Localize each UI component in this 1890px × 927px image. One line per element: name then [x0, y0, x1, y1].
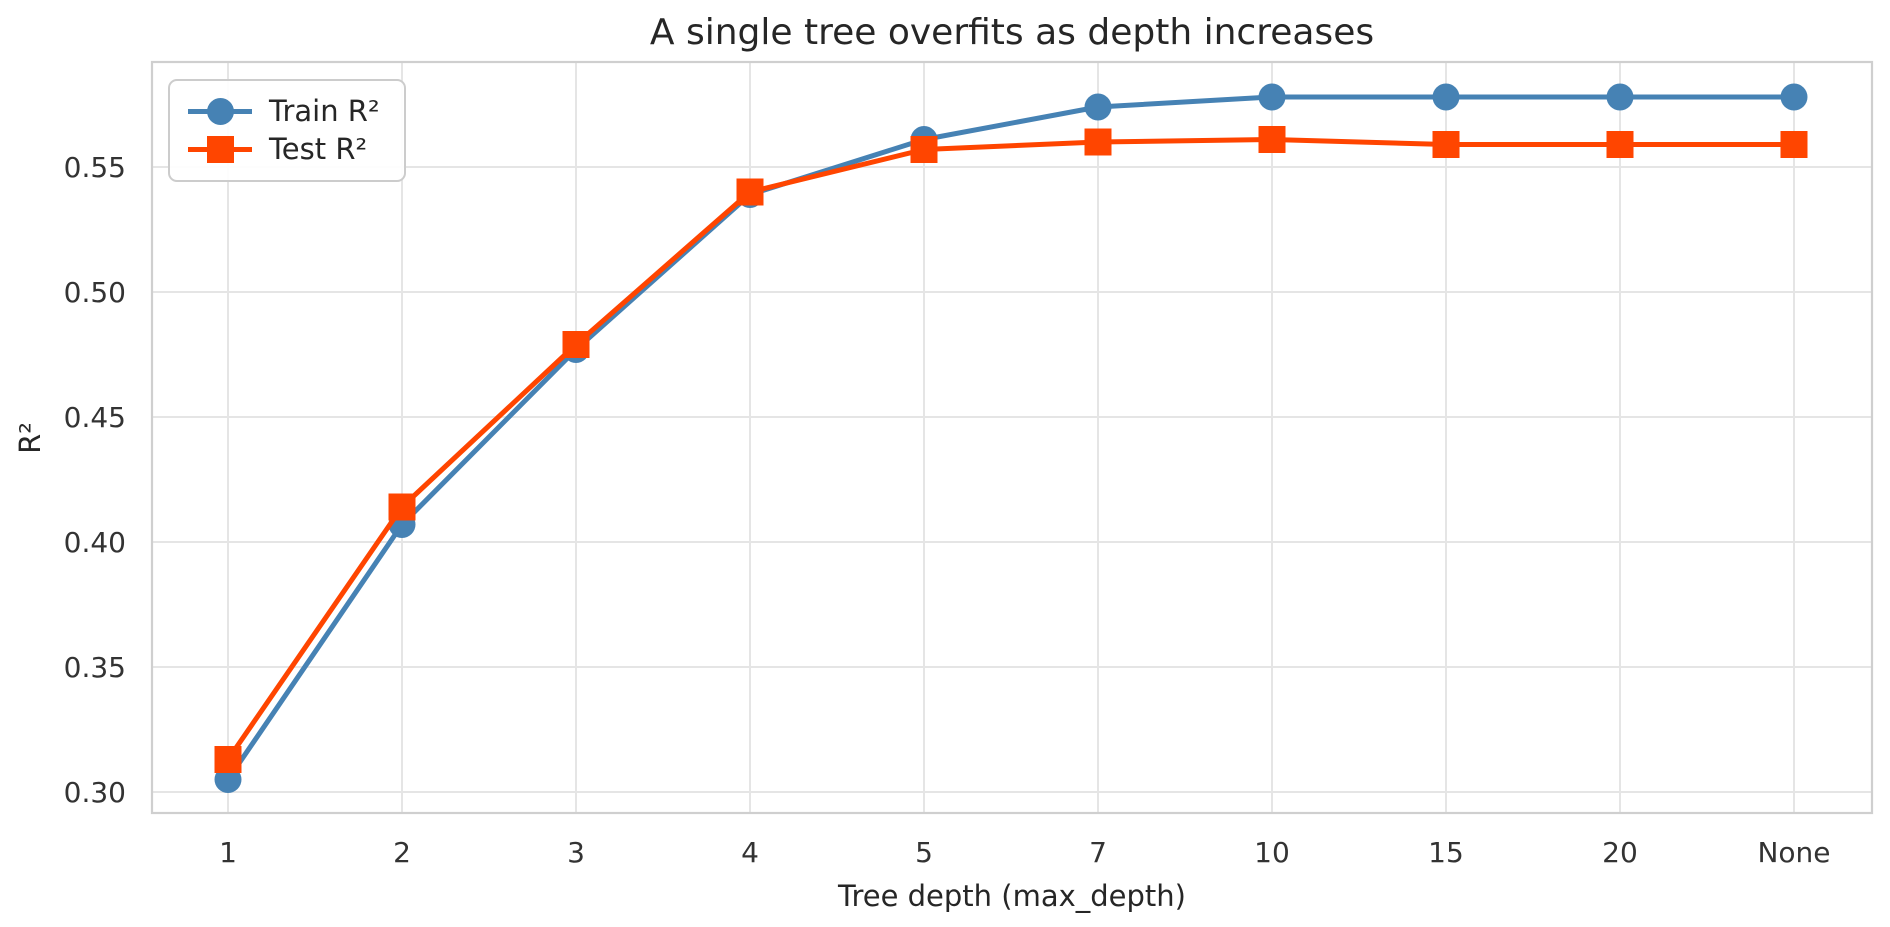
x-tick-label: 3 [567, 836, 585, 869]
data-series [214, 83, 1808, 793]
test-r-line [225, 137, 1794, 761]
train-r-marker [1432, 83, 1460, 111]
x-tick-label: 10 [1254, 836, 1290, 869]
train-r-marker [1258, 83, 1286, 111]
test-r-marker [736, 178, 764, 206]
x-tick-label: 5 [915, 836, 933, 869]
x-axis-label: Tree depth (max_depth) [837, 879, 1186, 913]
x-tick-label: 1 [219, 836, 237, 869]
legend-item-train: Train R² [188, 93, 386, 128]
y-axis-label: R² [13, 422, 47, 454]
plot-border [150, 60, 1874, 815]
x-tick-label: 20 [1602, 836, 1638, 869]
y-tick-label: 0.35 [64, 651, 126, 684]
train-circle-marker-icon [206, 97, 234, 125]
x-tick-label: 7 [1089, 836, 1107, 869]
x-tick-label: 4 [741, 836, 759, 869]
x-tick-label: 15 [1428, 836, 1464, 869]
train-r-line [225, 94, 1794, 781]
test-r-marker [1084, 128, 1112, 156]
legend-label-test: Test R² [269, 132, 368, 167]
train-line-swatch [188, 97, 252, 125]
test-r-marker [388, 493, 416, 521]
test-line-swatch [188, 136, 252, 164]
train-r-marker [1084, 93, 1112, 121]
x-tick-labels: 1 2 3 4 5 7 10 15 20 None [219, 836, 1830, 869]
train-r-marker [1606, 83, 1634, 111]
test-r-marker [214, 746, 242, 773]
gridlines [152, 62, 1872, 813]
legend-label-train: Train R² [269, 93, 380, 128]
y-tick-label: 0.40 [64, 526, 126, 559]
chart-title: A single tree overfits as depth increase… [650, 12, 1374, 53]
y-tick-label: 0.45 [64, 401, 126, 434]
y-tick-label: 0.50 [64, 276, 126, 309]
legend-item-test: Test R² [188, 135, 386, 164]
test-r-marker [1258, 126, 1286, 153]
train-r-marker [1780, 83, 1808, 111]
test-square-marker-icon [206, 136, 234, 164]
test-r-marker [1780, 131, 1808, 158]
y-tick-label: 0.30 [64, 776, 126, 809]
x-tick-label: 2 [393, 836, 411, 869]
test-r-marker [1606, 131, 1634, 158]
test-r-marker [562, 331, 590, 358]
y-tick-labels: 0.30 0.35 0.40 0.45 0.50 0.55 [64, 151, 126, 809]
y-tick-label: 0.55 [64, 151, 126, 184]
test-r-marker [1432, 131, 1460, 158]
legend: Train R² Test R² [168, 79, 406, 182]
x-tick-label: None [1757, 836, 1830, 869]
test-r-marker [910, 136, 938, 163]
